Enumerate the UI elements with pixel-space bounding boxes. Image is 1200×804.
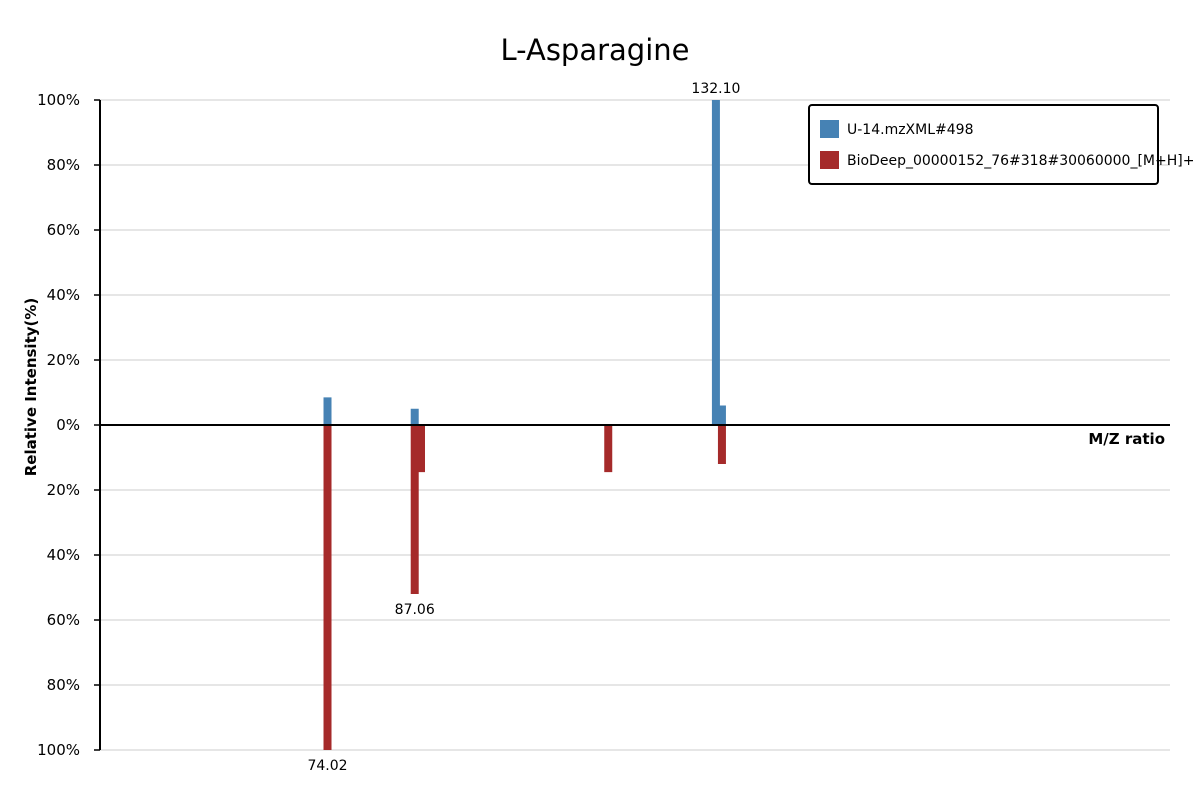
y-tick-label: 80%: [47, 676, 80, 694]
axes: [99, 100, 1170, 750]
y-tick-label: 40%: [47, 546, 80, 564]
y-tick-label: 40%: [47, 286, 80, 304]
query-peak-bar: [410, 408, 419, 425]
query-peak-bar: [717, 405, 726, 425]
query-peak-bar: [711, 100, 720, 425]
legend-swatch-query: [820, 120, 839, 138]
reference-peak-bar: [410, 425, 419, 594]
chart-title: L-Asparagine: [501, 33, 690, 67]
legend-box: [808, 104, 1159, 185]
query-peak-bar: [323, 397, 332, 425]
legend-label-reference: BioDeep_00000152_76#318#30060000_[M+H]+: [847, 153, 1194, 169]
reference-peak-bar: [417, 425, 425, 473]
legend-label-query: U-14.mzXML#498: [847, 122, 973, 138]
y-tick-label: 20%: [47, 481, 80, 499]
reference-peak-bar: [604, 425, 613, 473]
y-tick-label: 0%: [56, 416, 80, 434]
reference-peak-bar: [717, 425, 726, 464]
y-tick-label: 100%: [37, 741, 80, 759]
legend: U-14.mzXML#498 BioDeep_00000152_76#318#3…: [808, 104, 1194, 185]
y-axis-title: Relative Intensity(%): [22, 298, 40, 477]
peak-label: 74.02: [307, 758, 347, 774]
y-tick-labels: 100% 80% 60% 40% 20% 0% 20% 40% 60% 80% 100%: [37, 91, 100, 759]
peak-label: 132.10: [691, 81, 740, 97]
y-tick-label: 60%: [47, 221, 80, 239]
y-tick-label: 80%: [47, 156, 80, 174]
peak-bars: [323, 100, 726, 750]
legend-swatch-reference: [820, 151, 839, 169]
peak-labels: 132.10 87.06 74.02: [307, 81, 740, 774]
y-tick-label: 60%: [47, 611, 80, 629]
reference-peak-bar: [323, 425, 332, 750]
x-axis-title: M/Z ratio: [1088, 430, 1165, 448]
y-tick-label: 100%: [37, 91, 80, 109]
peak-label: 87.06: [395, 602, 435, 618]
y-tick-label: 20%: [47, 351, 80, 369]
